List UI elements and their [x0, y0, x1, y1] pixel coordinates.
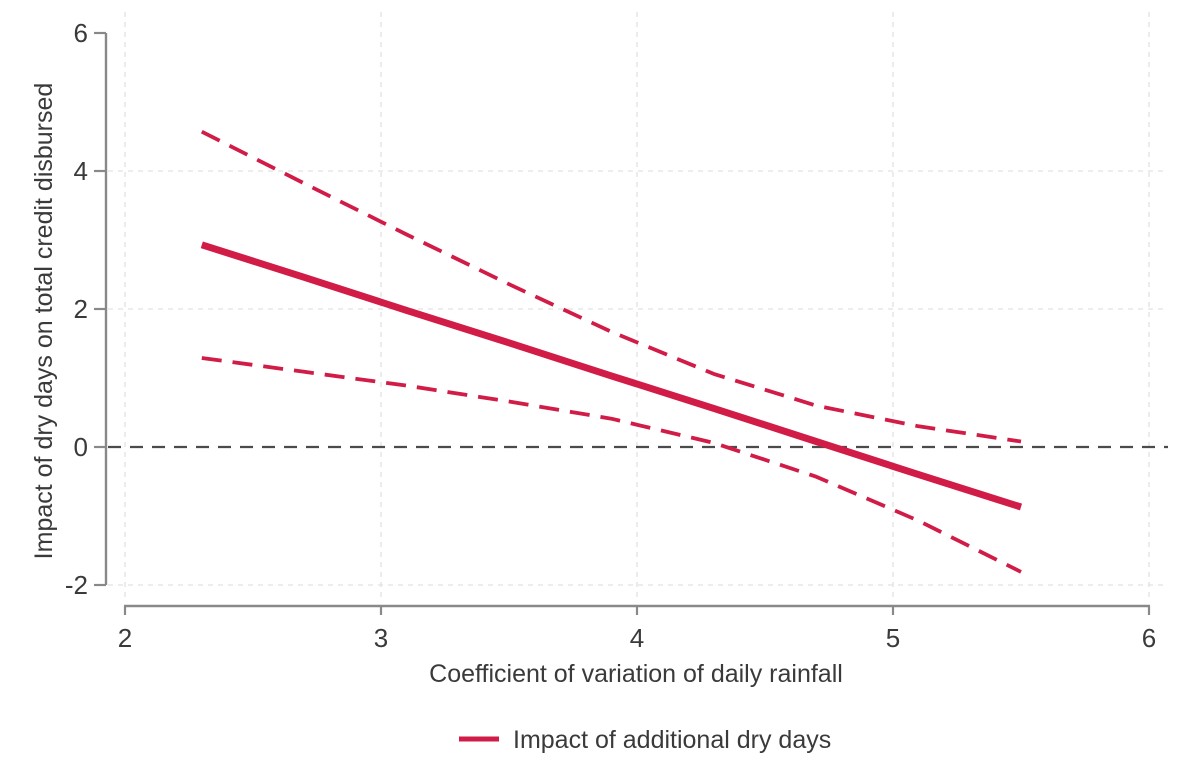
x-axis-title: Coefficient of variation of daily rainfa… — [429, 660, 843, 688]
axis-layer: 6 4 2 0 -2 2 3 4 5 6 — [65, 18, 1156, 653]
y-axis-title: Impact of dry days on total credit disbu… — [30, 83, 58, 560]
x-axis-tick-label: 5 — [886, 623, 900, 653]
estimate-line — [200, 241, 1023, 511]
y-axis-tick-label: 6 — [74, 18, 88, 48]
y-axis-tick-label: 4 — [74, 156, 88, 186]
y-axis-tick-label: -2 — [65, 570, 88, 600]
x-axis-tick-label: 4 — [630, 623, 644, 653]
y-axis-tick-label: 2 — [74, 294, 88, 324]
series-layer — [200, 130, 1023, 574]
confidence-interval-line — [201, 356, 1022, 574]
x-axis-tick-label: 2 — [118, 623, 132, 653]
legend: Impact of additional dry days — [459, 726, 831, 754]
gridline-layer — [108, 12, 1168, 597]
x-axis-tick-label: 3 — [374, 623, 388, 653]
y-axis-tick-label: 0 — [74, 432, 88, 462]
x-axis-tick-label: 6 — [1142, 623, 1156, 653]
legend-entry-label: Impact of additional dry days — [513, 726, 831, 754]
